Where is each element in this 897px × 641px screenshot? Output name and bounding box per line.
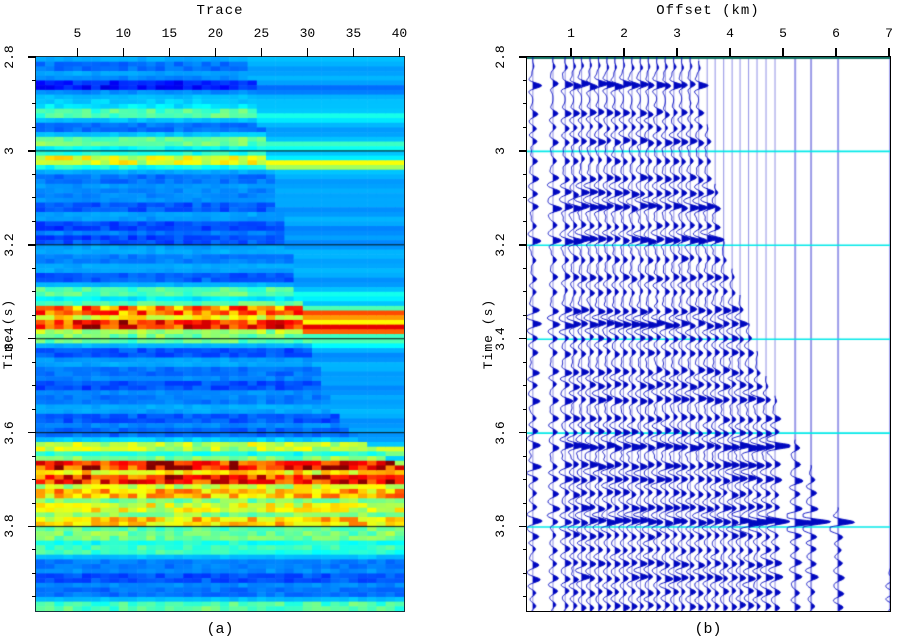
x-tick-label: 35 xyxy=(345,26,362,41)
x-tick-label: 1 xyxy=(567,26,575,41)
y-tick-mark xyxy=(28,150,36,152)
y-minor-tick-mark xyxy=(32,126,36,128)
x-tick-mark xyxy=(835,48,837,57)
y-minor-tick-mark xyxy=(523,502,527,504)
x-tick-label: 4 xyxy=(726,26,734,41)
x-tick-label: 2 xyxy=(620,26,628,41)
y-minor-tick-mark xyxy=(523,479,527,481)
x-tick-mark xyxy=(729,48,731,57)
y-tick-mark xyxy=(28,431,36,434)
y-tick-label: 3 xyxy=(492,146,508,155)
y-minor-tick-mark xyxy=(32,549,36,551)
y-minor-tick-mark xyxy=(32,267,36,269)
x-tick-mark xyxy=(782,48,784,57)
panel-b-caption: (b) xyxy=(694,621,722,638)
x-tick-mark xyxy=(888,48,890,57)
y-tick-mark xyxy=(28,525,36,528)
y-minor-tick-mark xyxy=(32,502,36,504)
y-minor-tick-mark xyxy=(523,267,527,269)
y-tick-label: 3.2 xyxy=(492,233,508,257)
y-tick-mark xyxy=(519,337,527,340)
y-minor-tick-mark xyxy=(32,314,36,316)
y-tick-label: 3.4 xyxy=(1,326,17,351)
x-tick-mark xyxy=(122,48,125,57)
y-minor-tick-mark xyxy=(32,385,36,387)
panel-a-title: Trace xyxy=(196,3,244,19)
x-tick-label: 7 xyxy=(885,26,893,41)
panel-b-title: Offset (km) xyxy=(656,3,760,19)
y-minor-tick-mark xyxy=(523,385,527,387)
x-tick-label: 3 xyxy=(673,26,681,41)
y-minor-tick-mark xyxy=(523,173,527,175)
y-minor-tick-mark xyxy=(32,596,36,598)
y-tick-label: 3.8 xyxy=(1,514,17,539)
heatmap-canvas xyxy=(35,56,405,612)
y-tick-mark xyxy=(519,56,527,58)
x-tick-mark xyxy=(676,48,678,57)
y-minor-tick-mark xyxy=(523,103,527,105)
y-minor-tick-mark xyxy=(523,197,527,199)
x-tick-mark xyxy=(76,48,79,57)
x-tick-mark xyxy=(260,48,263,57)
y-minor-tick-mark xyxy=(32,572,36,574)
panel-a-caption: (a) xyxy=(206,621,234,638)
y-minor-tick-mark xyxy=(32,197,36,199)
y-tick-label: 3.6 xyxy=(1,420,17,445)
y-tick-mark xyxy=(28,56,36,58)
y-minor-tick-mark xyxy=(32,408,36,410)
y-tick-mark xyxy=(519,244,527,246)
y-minor-tick-mark xyxy=(32,291,36,293)
x-tick-label: 20 xyxy=(207,26,224,41)
y-tick-label: 3 xyxy=(1,146,17,155)
x-tick-mark xyxy=(570,48,572,57)
y-minor-tick-mark xyxy=(523,126,527,128)
y-minor-tick-mark xyxy=(32,103,36,105)
y-tick-label: 3.8 xyxy=(492,514,508,539)
x-tick-mark xyxy=(306,48,309,57)
x-tick-mark xyxy=(398,48,401,57)
y-minor-tick-mark xyxy=(523,572,527,574)
x-tick-label: 5 xyxy=(779,26,787,41)
y-tick-mark xyxy=(519,525,527,528)
x-tick-label: 5 xyxy=(73,26,82,41)
y-minor-tick-mark xyxy=(523,408,527,410)
x-tick-label: 25 xyxy=(253,26,270,41)
x-tick-mark xyxy=(168,48,171,57)
y-minor-tick-mark xyxy=(523,79,527,81)
y-minor-tick-mark xyxy=(32,455,36,457)
y-minor-tick-mark xyxy=(523,596,527,598)
y-minor-tick-mark xyxy=(523,314,527,316)
x-tick-label: 6 xyxy=(832,26,840,41)
wiggle-canvas xyxy=(526,56,891,612)
y-minor-tick-mark xyxy=(32,79,36,81)
y-minor-tick-mark xyxy=(32,173,36,175)
x-tick-mark xyxy=(214,48,217,57)
y-tick-mark xyxy=(28,337,36,340)
y-tick-label: 2.8 xyxy=(1,45,17,69)
y-tick-label: 2.8 xyxy=(492,45,508,69)
x-tick-mark xyxy=(352,48,355,57)
x-tick-label: 30 xyxy=(299,26,316,41)
y-tick-mark xyxy=(519,431,527,434)
x-tick-mark xyxy=(623,48,625,57)
y-minor-tick-mark xyxy=(523,549,527,551)
y-minor-tick-mark xyxy=(32,479,36,481)
x-tick-label: 15 xyxy=(161,26,178,41)
x-tick-label: 10 xyxy=(115,26,132,41)
y-minor-tick-mark xyxy=(523,361,527,363)
y-tick-mark xyxy=(519,150,527,152)
y-minor-tick-mark xyxy=(523,291,527,293)
y-tick-label: 3.2 xyxy=(1,233,17,257)
y-tick-label: 3.4 xyxy=(492,326,508,351)
y-minor-tick-mark xyxy=(523,455,527,457)
y-minor-tick-mark xyxy=(523,220,527,222)
y-minor-tick-mark xyxy=(32,361,36,363)
y-minor-tick-mark xyxy=(32,220,36,222)
y-tick-mark xyxy=(28,244,36,246)
y-tick-label: 3.6 xyxy=(492,420,508,445)
x-tick-label: 40 xyxy=(391,26,408,41)
